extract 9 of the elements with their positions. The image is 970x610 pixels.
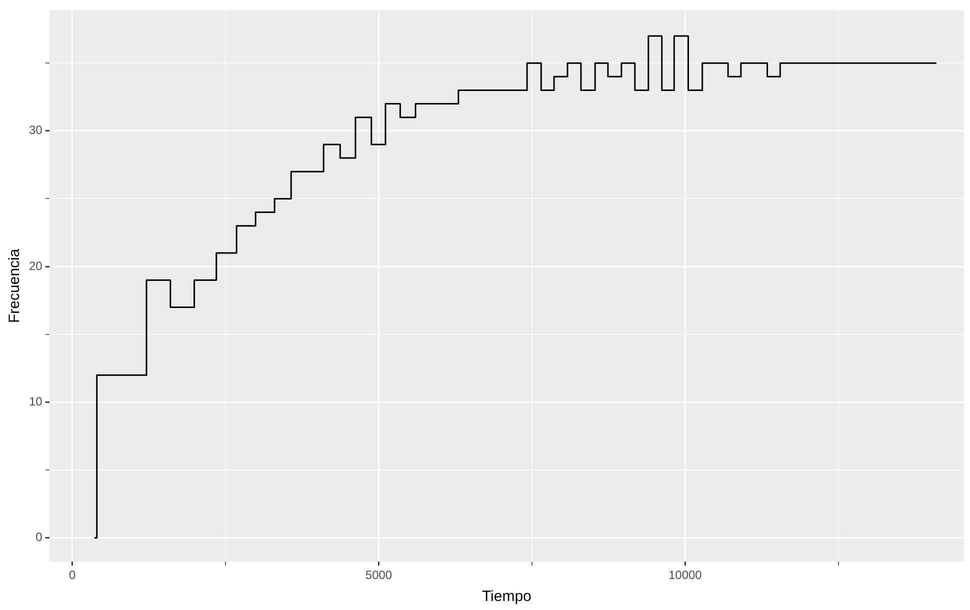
- y-tick-label: 0: [36, 530, 43, 544]
- x-tick-label: 10000: [668, 568, 702, 582]
- x-tick-label: 0: [68, 568, 76, 582]
- y-tick-label: 20: [28, 258, 43, 273]
- y-axis-title: Frecuencia: [6, 248, 24, 323]
- x-tick-label: 5000: [365, 568, 392, 582]
- y-tick-label: 10: [28, 394, 43, 409]
- y-tick-label: 30: [28, 123, 43, 138]
- x-axis-title: Tiempo: [482, 588, 532, 606]
